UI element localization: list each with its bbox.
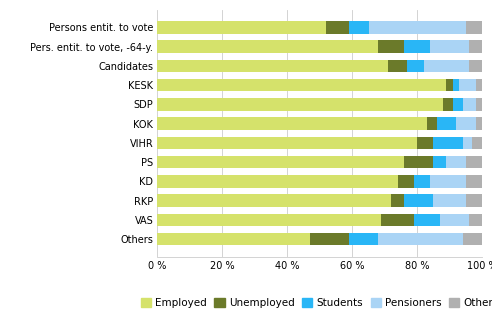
- Bar: [424, 60, 469, 72]
- Bar: [433, 156, 446, 168]
- Bar: [417, 137, 433, 149]
- Bar: [414, 214, 440, 226]
- Bar: [462, 233, 482, 245]
- Bar: [378, 40, 404, 53]
- Bar: [404, 40, 430, 53]
- Bar: [466, 156, 482, 168]
- Bar: [462, 137, 472, 149]
- Bar: [446, 79, 453, 91]
- Bar: [469, 40, 482, 53]
- Bar: [157, 60, 388, 72]
- Bar: [453, 98, 462, 111]
- Bar: [427, 117, 437, 130]
- Bar: [466, 175, 482, 188]
- Bar: [310, 233, 349, 245]
- Bar: [157, 137, 417, 149]
- Bar: [476, 79, 482, 91]
- Legend: Employed, Unemployed, Students, Pensioners, Others: Employed, Unemployed, Students, Pensione…: [137, 294, 492, 312]
- Bar: [437, 117, 456, 130]
- Bar: [349, 233, 378, 245]
- Bar: [369, 21, 466, 34]
- Bar: [398, 175, 414, 188]
- Bar: [404, 194, 433, 207]
- Bar: [157, 194, 391, 207]
- Bar: [433, 137, 462, 149]
- Bar: [443, 98, 453, 111]
- Bar: [157, 233, 310, 245]
- Bar: [388, 60, 407, 72]
- Bar: [157, 79, 446, 91]
- Bar: [460, 79, 476, 91]
- Bar: [456, 117, 476, 130]
- Bar: [157, 21, 326, 34]
- Bar: [466, 21, 482, 34]
- Bar: [414, 175, 430, 188]
- Bar: [453, 79, 460, 91]
- Bar: [476, 98, 482, 111]
- Bar: [349, 21, 369, 34]
- Bar: [446, 156, 466, 168]
- Bar: [407, 60, 424, 72]
- Bar: [462, 98, 476, 111]
- Bar: [430, 175, 466, 188]
- Bar: [157, 175, 398, 188]
- Bar: [381, 214, 414, 226]
- Bar: [157, 40, 378, 53]
- Bar: [440, 214, 469, 226]
- Bar: [157, 156, 404, 168]
- Bar: [157, 117, 427, 130]
- Bar: [469, 214, 482, 226]
- Bar: [476, 117, 482, 130]
- Bar: [430, 40, 469, 53]
- Bar: [466, 194, 482, 207]
- Bar: [326, 21, 349, 34]
- Bar: [391, 194, 404, 207]
- Bar: [157, 214, 381, 226]
- Bar: [157, 98, 443, 111]
- Bar: [378, 233, 462, 245]
- Bar: [404, 156, 433, 168]
- Bar: [433, 194, 466, 207]
- Bar: [472, 137, 482, 149]
- Bar: [469, 60, 482, 72]
